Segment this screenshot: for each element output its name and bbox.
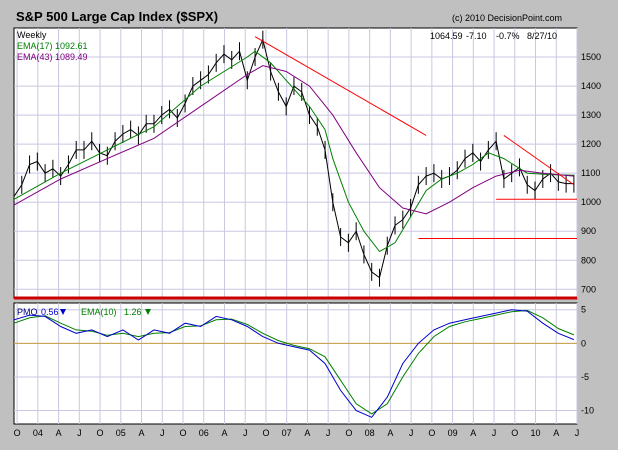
x-tick-label: O xyxy=(428,428,435,438)
legend-pmo: PMO xyxy=(17,307,38,317)
chart-title: S&P 500 Large Cap Index ($SPX) xyxy=(16,9,218,24)
x-tick-label: 09 xyxy=(448,428,458,438)
arrow-down-icon xyxy=(145,309,151,315)
price-y-tick-label: 1300 xyxy=(581,110,601,120)
x-tick-label: A xyxy=(221,428,227,438)
x-tick-label: A xyxy=(304,428,310,438)
axis-layer: O 04 A J O 05 A J O 06 A J O 07 A J O 08 A J O 09 A J O 10 A J70080… xyxy=(14,52,601,438)
x-tick-label: 06 xyxy=(199,428,209,438)
legend-pmo-ema: EMA(10) xyxy=(81,307,117,317)
ema17-series-line xyxy=(13,50,574,253)
price-y-tick-label: 1100 xyxy=(581,168,600,178)
readout-date: 8/27/10 xyxy=(527,31,557,41)
readout-pct: -0.7% xyxy=(496,31,520,41)
price-y-tick-label: 700 xyxy=(581,284,596,294)
arrow-down-icon xyxy=(60,309,66,315)
x-tick-label: A xyxy=(553,428,559,438)
x-tick-label: O xyxy=(179,428,186,438)
x-tick-label: A xyxy=(56,428,62,438)
x-tick-label: A xyxy=(470,428,476,438)
legend-ema43: EMA(43) 1089.49 xyxy=(17,52,88,62)
x-tick-label: J xyxy=(77,428,82,438)
trendline xyxy=(503,135,575,186)
price-y-tick-label: 1400 xyxy=(581,81,601,91)
x-tick-label: O xyxy=(345,428,352,438)
x-tick-label: O xyxy=(14,428,21,438)
trendline xyxy=(254,36,427,136)
x-tick-label: A xyxy=(387,428,393,438)
x-tick-label: 05 xyxy=(116,428,126,438)
price-layer xyxy=(13,30,577,287)
x-tick-label: 10 xyxy=(531,428,541,438)
price-y-tick-label: 1000 xyxy=(581,197,601,207)
x-tick-label: J xyxy=(409,428,414,438)
price-y-tick-label: 900 xyxy=(581,226,596,236)
x-tick-label: J xyxy=(243,428,248,438)
x-tick-label: J xyxy=(326,428,331,438)
x-tick-label: 07 xyxy=(282,428,292,438)
x-tick-label: J xyxy=(492,428,497,438)
pmo-y-tick-label: -10 xyxy=(581,406,594,416)
pmo-ema10-series-line xyxy=(13,309,575,415)
price-y-tick-label: 800 xyxy=(581,255,596,265)
x-tick-label: 08 xyxy=(365,428,375,438)
x-tick-label: 04 xyxy=(33,428,43,438)
legend-ema17: EMA(17) 1092.61 xyxy=(17,41,88,51)
pmo-y-tick-label: 0 xyxy=(581,338,586,348)
price-panel-bg xyxy=(13,27,578,299)
period-label: Weekly xyxy=(17,30,47,40)
copyright-label: (c) 2010 DecisionPoint.com xyxy=(452,13,562,23)
x-tick-label: A xyxy=(139,428,145,438)
x-tick-label: O xyxy=(511,428,518,438)
legend-pmo-value: 0.56 xyxy=(41,307,59,317)
price-y-tick-label: 1500 xyxy=(581,52,601,62)
pmo-y-tick-label: -5 xyxy=(581,372,589,382)
readout-price: 1064.59 xyxy=(430,31,463,41)
x-tick-label: J xyxy=(160,428,165,438)
pmo-series-line xyxy=(13,309,575,418)
x-tick-label: O xyxy=(97,428,104,438)
pmo-panel-bg xyxy=(13,302,578,425)
pmo-layer xyxy=(13,309,577,418)
legend-pmo-ema-value: 1.26 xyxy=(124,307,142,317)
readout-change: -7.10 xyxy=(466,31,487,41)
x-tick-label: O xyxy=(262,428,269,438)
ema43-series-line xyxy=(13,65,574,215)
price-y-tick-label: 1200 xyxy=(581,139,601,149)
pmo-y-tick-label: 5 xyxy=(581,305,586,315)
x-tick-label: J xyxy=(575,428,580,438)
price-series-line xyxy=(13,38,574,279)
